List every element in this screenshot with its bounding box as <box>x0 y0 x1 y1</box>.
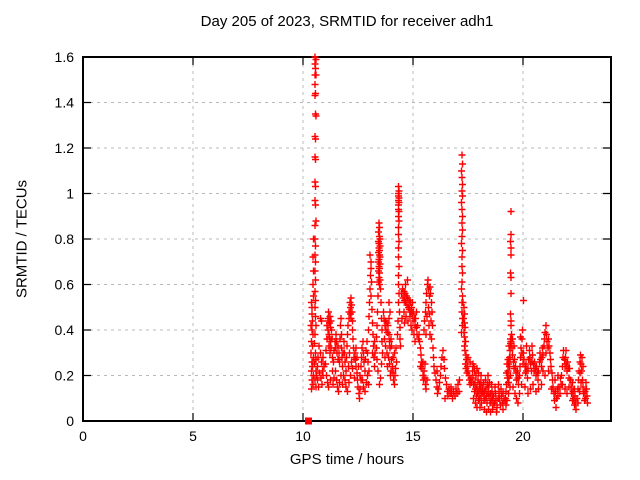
start-marker <box>305 417 312 425</box>
y-tick-label: 0.4 <box>55 322 75 338</box>
data-points <box>307 53 591 416</box>
y-tick-label: 1 <box>66 186 74 202</box>
plot-border <box>82 56 612 422</box>
y-tick-label: 0.6 <box>55 277 75 293</box>
x-tick-label: 0 <box>79 428 87 444</box>
y-tick-label: 0 <box>66 413 74 429</box>
grid-lines <box>83 57 611 421</box>
y-tick-label: 1.4 <box>55 95 75 111</box>
x-tick-label: 5 <box>189 428 197 444</box>
x-tick-label: 10 <box>295 428 311 444</box>
chart-title: Day 205 of 2023, SRMTID for receiver adh… <box>200 13 494 30</box>
y-tick-label: 0.8 <box>55 231 75 247</box>
y-tick-label: 1.6 <box>55 49 75 65</box>
x-tick-label: 15 <box>405 428 421 444</box>
y-tick-label: 1.2 <box>55 140 75 156</box>
y-tick-label: 0.2 <box>55 368 75 384</box>
x-tick-label: 20 <box>515 428 531 444</box>
x-axis-label: GPS time / hours <box>289 451 405 468</box>
